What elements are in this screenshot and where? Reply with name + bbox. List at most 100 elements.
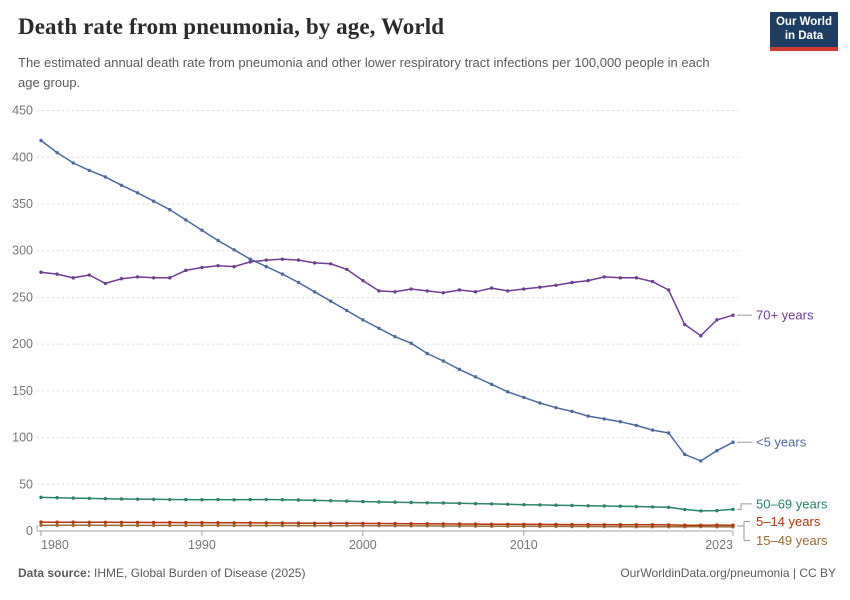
data-point <box>168 207 172 212</box>
data-point <box>441 501 446 505</box>
data-point <box>393 500 397 504</box>
data-point <box>457 501 462 506</box>
data-point <box>216 520 220 525</box>
data-point <box>554 283 558 287</box>
data-point <box>264 521 269 525</box>
data-point <box>634 523 639 527</box>
legend-label: 50–69 years <box>756 496 828 511</box>
data-point <box>425 501 429 505</box>
data-point <box>216 238 220 243</box>
data-point <box>312 261 317 265</box>
legend-label: <5 years <box>756 435 807 450</box>
data-point <box>457 522 462 526</box>
data-point <box>409 287 413 291</box>
data-point <box>489 502 494 506</box>
data-point <box>683 452 687 457</box>
data-point <box>87 523 91 528</box>
x-tick-label: 2010 <box>510 538 538 552</box>
y-tick-label: 350 <box>12 197 33 211</box>
data-point <box>586 278 590 283</box>
data-point <box>168 497 172 502</box>
data-point <box>216 263 220 268</box>
data-point <box>570 409 574 414</box>
data-point <box>650 523 655 527</box>
series-line <box>41 524 734 528</box>
y-tick-label: 200 <box>12 337 33 351</box>
data-point <box>55 523 59 527</box>
data-point <box>103 281 108 286</box>
data-point <box>39 138 43 143</box>
data-point <box>377 500 381 504</box>
data-point <box>441 291 446 295</box>
y-tick-label: 250 <box>12 290 33 304</box>
data-point <box>602 504 606 508</box>
data-point <box>328 262 333 266</box>
data-point <box>377 289 381 293</box>
x-tick-label: 1980 <box>41 538 69 552</box>
data-point <box>409 522 413 526</box>
data-point <box>538 522 542 527</box>
data-point <box>731 523 735 527</box>
data-point <box>280 523 285 528</box>
data-point <box>441 522 446 526</box>
data-point <box>151 276 156 280</box>
data-point <box>409 341 413 345</box>
legend-label: 70+ years <box>756 308 814 323</box>
x-tick-label: 1990 <box>188 538 216 552</box>
data-point <box>39 520 43 524</box>
data-point <box>264 497 269 502</box>
legend-bracket <box>737 521 750 541</box>
data-point <box>39 495 43 500</box>
data-point <box>393 334 397 339</box>
data-point <box>554 522 558 527</box>
x-tick-label: 2023 <box>705 538 733 552</box>
data-point <box>328 299 333 303</box>
data-point <box>505 289 510 293</box>
data-point <box>264 523 269 528</box>
data-point <box>55 272 59 276</box>
data-point <box>618 504 623 508</box>
chart-title: Death rate from pneumonia, by age, World <box>18 14 445 39</box>
data-point <box>441 359 446 363</box>
data-point <box>570 522 574 527</box>
owid-logo-line1: Our World <box>775 16 832 28</box>
data-point <box>135 520 140 525</box>
data-point <box>151 497 156 502</box>
data-point <box>699 509 703 513</box>
data-point <box>280 521 285 525</box>
data-point <box>699 334 703 338</box>
data-point <box>361 499 365 504</box>
data-point <box>650 428 655 432</box>
data-point <box>264 264 269 269</box>
data-point <box>505 502 510 506</box>
data-point <box>634 504 639 509</box>
data-point <box>522 502 526 507</box>
data-point <box>296 523 301 528</box>
data-point <box>473 501 478 506</box>
data-point <box>312 498 317 503</box>
data-point <box>570 503 574 508</box>
data-point <box>715 523 719 527</box>
y-tick-label: 50 <box>19 477 33 491</box>
data-point <box>699 523 703 528</box>
data-point <box>489 522 494 526</box>
data-point <box>296 498 301 502</box>
data-point <box>200 265 204 270</box>
data-point <box>554 503 558 507</box>
data-point <box>425 289 429 293</box>
data-point <box>473 375 478 379</box>
data-point <box>71 523 75 528</box>
y-tick-label: 0 <box>26 524 33 538</box>
data-point <box>103 496 108 501</box>
data-point <box>135 497 140 501</box>
data-point <box>71 496 75 500</box>
y-tick-label: 300 <box>12 244 33 258</box>
data-point <box>393 521 397 526</box>
data-point <box>55 150 59 155</box>
data-point <box>168 523 172 528</box>
data-point <box>119 183 124 188</box>
data-point <box>151 520 156 525</box>
data-point <box>200 498 204 502</box>
data-point <box>184 523 188 528</box>
data-point <box>586 504 590 508</box>
